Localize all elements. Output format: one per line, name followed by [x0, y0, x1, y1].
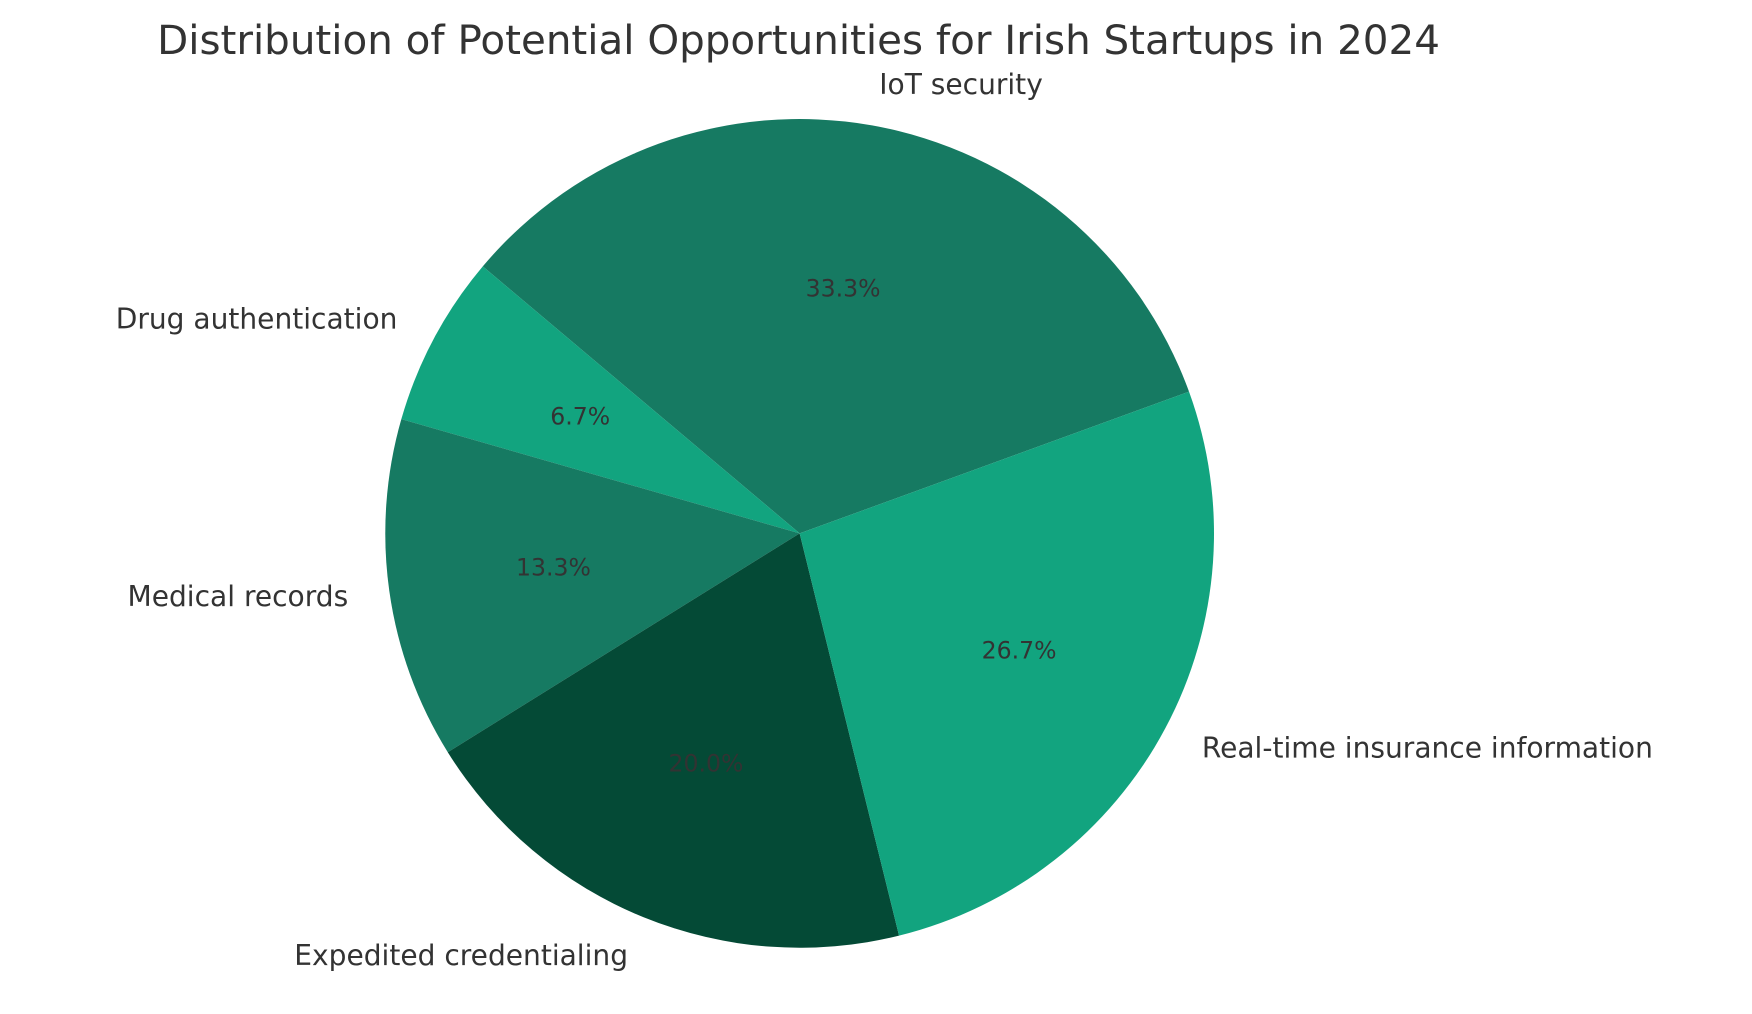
- slice-category-label: Drug authentication: [116, 302, 398, 335]
- pie-slice: [385, 419, 800, 753]
- slice-category-label: Expedited credentialing: [294, 939, 628, 972]
- pie-slice: [447, 533, 900, 948]
- slice-percent-label: 6.7%: [550, 402, 610, 430]
- slice-percent-label: 33.3%: [806, 275, 881, 303]
- chart-title: Distribution of Potential Opportunities …: [157, 16, 1440, 64]
- slice-category-label: IoT security: [879, 68, 1043, 101]
- slice-percent-label: 13.3%: [516, 554, 591, 582]
- pie-slice: [799, 391, 1214, 936]
- slice-category-label: Real-time insurance information: [1202, 731, 1653, 764]
- slice-category-label: Medical records: [128, 580, 349, 613]
- pie-slice: [482, 119, 1190, 534]
- slice-percent-label: 26.7%: [982, 636, 1057, 664]
- pie-slice: [401, 266, 800, 534]
- slice-percent-label: 20.0%: [669, 750, 744, 778]
